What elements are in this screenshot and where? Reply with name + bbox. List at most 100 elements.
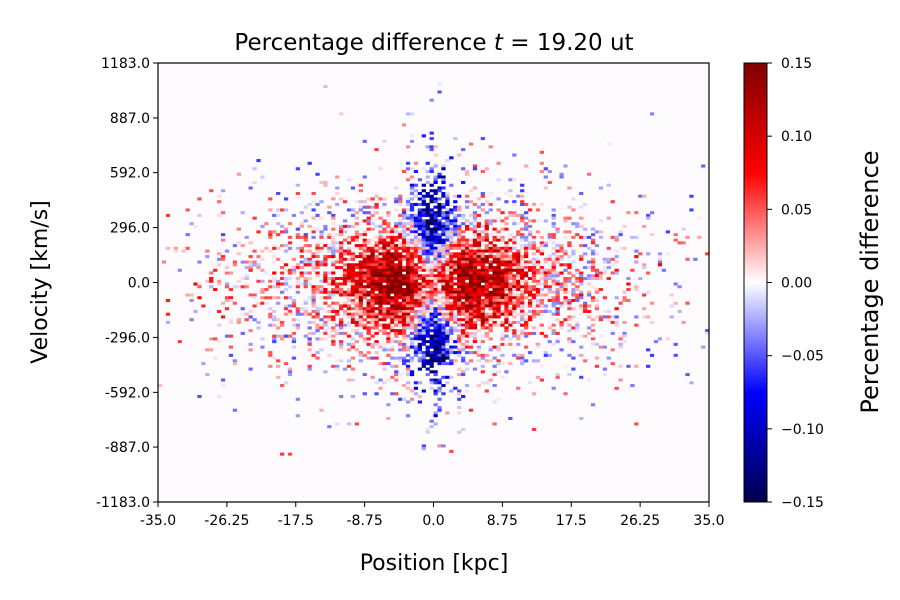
heatmap-cell <box>531 312 537 316</box>
heatmap-cell <box>472 298 478 302</box>
heatmap-cell <box>492 400 497 404</box>
heatmap-cell <box>449 274 454 278</box>
heatmap-cell <box>547 287 552 292</box>
heatmap-cell <box>567 241 572 245</box>
heatmap-cell <box>433 219 438 223</box>
heatmap-cell <box>378 304 383 308</box>
heatmap-cell <box>394 334 399 338</box>
heatmap-cell <box>598 271 604 275</box>
heatmap-cell <box>421 252 426 256</box>
heatmap-cell <box>488 208 493 212</box>
heatmap-cell <box>382 279 387 283</box>
heatmap-cell <box>524 334 529 338</box>
heatmap-cell <box>417 219 422 223</box>
heatmap-cell <box>303 219 308 223</box>
heatmap-cell <box>457 235 462 239</box>
heatmap-cell <box>516 337 521 341</box>
heatmap-cell <box>583 304 588 308</box>
heatmap-cell <box>319 318 324 322</box>
colorbar-tick-label: −0.15 <box>781 495 824 511</box>
heatmap-cell <box>598 318 604 322</box>
heatmap-cell <box>555 373 560 377</box>
heatmap-cell <box>228 334 234 338</box>
heatmap-cell <box>354 211 360 215</box>
heatmap-cell <box>516 263 521 267</box>
heatmap-cell <box>315 307 320 311</box>
heatmap-cell <box>354 309 360 313</box>
heatmap-cell <box>405 233 411 237</box>
heatmap-cell <box>417 274 422 278</box>
heatmap-cell <box>425 304 430 308</box>
heatmap-cell <box>547 271 552 275</box>
heatmap-cell <box>217 309 222 313</box>
heatmap-cell <box>394 312 399 316</box>
heatmap-cell <box>433 224 438 228</box>
heatmap-cell <box>472 351 478 355</box>
heatmap-cell <box>386 334 391 338</box>
heatmap-cell <box>563 287 568 292</box>
heatmap-cell <box>425 252 430 256</box>
heatmap-cell <box>520 296 525 300</box>
heatmap-cell <box>484 279 489 283</box>
heatmap-cell <box>433 312 438 316</box>
heatmap-cell <box>445 287 450 292</box>
heatmap-cell <box>287 334 293 338</box>
heatmap-cell <box>299 246 304 250</box>
heatmap-cell <box>441 266 446 270</box>
heatmap-cell <box>394 227 399 231</box>
heatmap-cell <box>492 373 497 377</box>
heatmap-cell <box>402 170 407 174</box>
heatmap-cell <box>508 293 513 297</box>
heatmap-cell <box>346 364 352 368</box>
heatmap-cell <box>398 246 403 250</box>
heatmap-cell <box>492 277 497 281</box>
heatmap-cell <box>547 238 552 242</box>
heatmap-cell <box>575 293 580 297</box>
heatmap-cell <box>594 230 600 234</box>
heatmap-cell <box>425 246 430 250</box>
heatmap-cell <box>405 145 411 149</box>
heatmap-cell <box>464 249 470 253</box>
heatmap-cell <box>382 238 387 242</box>
heatmap-cell <box>618 334 623 338</box>
heatmap-cell <box>476 197 482 201</box>
heatmap-cell <box>425 213 430 217</box>
heatmap-cell <box>264 301 269 305</box>
heatmap-cell <box>429 274 434 278</box>
heatmap-cell <box>649 320 655 324</box>
heatmap-cell <box>425 293 430 297</box>
heatmap-cell <box>425 274 430 278</box>
heatmap-cell <box>378 287 383 292</box>
heatmap-cell <box>417 197 422 201</box>
heatmap-cell <box>398 290 403 294</box>
heatmap-cell <box>307 342 312 346</box>
heatmap-cell <box>433 293 438 297</box>
heatmap-cell <box>339 345 344 349</box>
heatmap-cell <box>586 282 592 286</box>
heatmap-cell <box>433 342 438 346</box>
heatmap-cell <box>413 348 419 352</box>
colorbar-tick-label: −0.05 <box>781 349 824 365</box>
heatmap-cell <box>319 348 324 352</box>
heatmap-cell <box>492 290 497 294</box>
heatmap-cell <box>531 326 537 330</box>
heatmap-cell <box>445 159 450 163</box>
heatmap-cell <box>378 167 383 171</box>
heatmap-cell <box>327 309 332 313</box>
heatmap-cell <box>586 293 592 297</box>
heatmap-cell <box>457 222 462 226</box>
heatmap-cell <box>390 340 395 344</box>
heatmap-cell <box>433 296 438 300</box>
heatmap-cell <box>642 307 647 311</box>
heatmap-cell <box>594 277 600 281</box>
heatmap-cell <box>287 246 293 250</box>
heatmap-cell <box>272 334 277 338</box>
heatmap-cell <box>571 315 576 319</box>
heatmap-cell <box>421 356 426 360</box>
heatmap-cell <box>378 274 383 278</box>
heatmap-cell <box>409 227 415 231</box>
heatmap-cell <box>453 252 458 256</box>
heatmap-cell <box>291 337 297 341</box>
heatmap-cell <box>579 296 584 300</box>
heatmap-cell <box>543 186 548 190</box>
